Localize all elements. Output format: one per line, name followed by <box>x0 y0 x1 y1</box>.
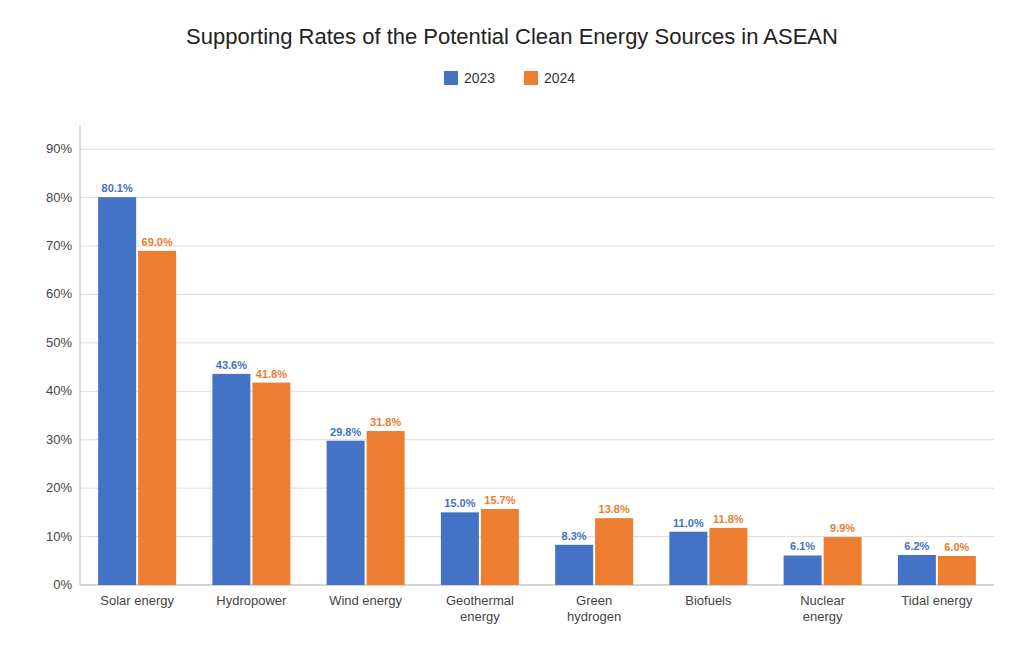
data-label: 6.1% <box>790 540 815 552</box>
x-tick-label-line: Wind energy <box>329 593 402 608</box>
bar <box>212 374 250 585</box>
y-tick-label: 50% <box>46 335 72 350</box>
legend-swatch <box>444 71 458 85</box>
title: Supporting Rates of the Potential Clean … <box>186 24 838 49</box>
bar <box>938 556 976 585</box>
bar <box>481 509 519 585</box>
x-tick-label-line: energy <box>803 609 843 624</box>
legend: 2023 2024 <box>444 70 575 86</box>
x-tick-label-line: hydrogen <box>567 609 621 624</box>
data-label: 11.0% <box>673 517 704 529</box>
data-label: 6.2% <box>904 540 929 552</box>
legend-swatch <box>524 71 538 85</box>
legend-label: 2023 <box>464 70 495 86</box>
bar <box>898 555 936 585</box>
data-label: 80.1% <box>102 182 133 194</box>
x-tick-label: Nuclearenergy <box>800 593 845 624</box>
data-label: 15.7% <box>484 494 515 506</box>
background <box>0 0 1024 672</box>
x-tick-label: Solar energy <box>100 593 174 608</box>
x-tick-label: Tidal energy <box>901 593 973 608</box>
y-tick-label: 80% <box>46 190 72 205</box>
data-label: 8.3% <box>562 530 587 542</box>
bar <box>138 251 176 585</box>
data-label: 6.0% <box>944 541 969 553</box>
data-label: 15.0% <box>444 497 475 509</box>
grid-line <box>80 294 994 295</box>
x-tick-label-line: energy <box>460 609 500 624</box>
x-tick-label-line: Nuclear <box>800 593 845 608</box>
bar <box>784 555 822 585</box>
grid-line <box>80 342 994 343</box>
grid <box>80 149 994 585</box>
x-tick-label: Biofuels <box>685 593 732 608</box>
data-label: 29.8% <box>330 426 361 438</box>
bar <box>252 383 290 585</box>
bar <box>669 532 707 585</box>
data-label: 41.8% <box>256 368 287 380</box>
y-tick-label: 60% <box>46 286 72 301</box>
data-label: 9.9% <box>830 522 855 534</box>
chart: Supporting Rates of the Potential Clean … <box>0 0 1024 672</box>
data-label: 31.8% <box>370 416 401 428</box>
x-tick-label: Greenhydrogen <box>567 593 621 624</box>
grid-line <box>80 197 994 198</box>
bar <box>824 537 862 585</box>
bar <box>441 512 479 585</box>
bars <box>98 197 976 585</box>
x-tick-label: Geothermalenergy <box>446 593 514 624</box>
x-tick-label: Wind energy <box>329 593 402 608</box>
bar <box>367 431 405 585</box>
bar <box>555 545 593 585</box>
x-tick-label-line: Green <box>576 593 612 608</box>
x-tick-label-line: Biofuels <box>685 593 732 608</box>
bar <box>709 528 747 585</box>
y-tick-label: 70% <box>46 238 72 253</box>
x-tick-label-line: Hydropower <box>216 593 287 608</box>
x-tick-label-line: Geothermal <box>446 593 514 608</box>
x-tick-label: Hydropower <box>216 593 287 608</box>
data-label: 11.8% <box>713 513 744 525</box>
bar <box>595 518 633 585</box>
legend-label: 2024 <box>544 70 575 86</box>
grid-line <box>80 149 994 150</box>
y-axis-line <box>80 125 81 585</box>
y-tick-label: 0% <box>53 577 72 592</box>
y-tick-label: 20% <box>46 480 72 495</box>
y-tick-label: 90% <box>46 141 72 156</box>
bar <box>98 197 136 585</box>
bar <box>327 441 365 585</box>
y-tick-label: 30% <box>46 432 72 447</box>
data-labels: 80.1% 43.6% 29.8% 15.0% 8.3% 11.0% 6.1% 6.2% 69.… <box>102 182 970 553</box>
data-label: 43.6% <box>216 359 247 371</box>
data-label: 13.8% <box>599 503 630 515</box>
grid-line <box>80 246 994 247</box>
x-tick-label-line: Solar energy <box>100 593 174 608</box>
y-tick-label: 40% <box>46 383 72 398</box>
data-label: 69.0% <box>142 236 173 248</box>
y-tick-label: 10% <box>46 529 72 544</box>
x-tick-label-line: Tidal energy <box>901 593 973 608</box>
